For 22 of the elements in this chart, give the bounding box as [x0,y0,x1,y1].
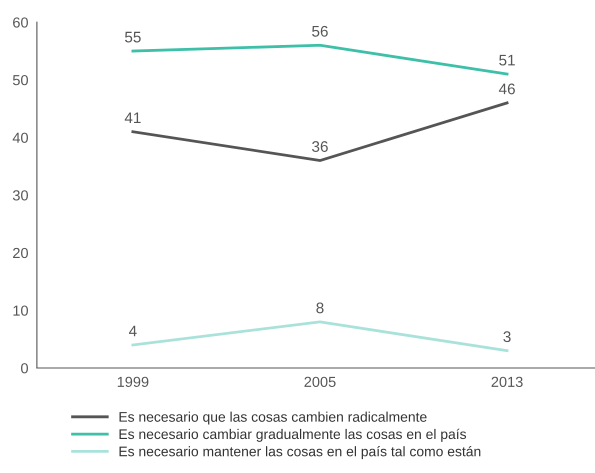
y-tick-label: 50 [12,74,28,86]
data-label: 8 [316,302,324,314]
y-tick-label: 40 [12,132,28,143]
y-tick-label: 10 [13,305,28,316]
y-tick-label: 30 [12,190,28,201]
data-label: 55 [124,32,141,42]
y-tick-label: 20 [13,248,28,258]
data-label: 56 [312,26,328,37]
x-tick-label: 2013 [492,376,523,388]
data-label: 41 [124,112,141,123]
data-label: 36 [312,141,328,152]
data-label: 4 [128,326,137,336]
legend-label: Es necesario que las cosas cambien radicalmente [120,412,427,425]
y-tick-label: 60 [13,17,28,28]
data-label: 3 [503,331,511,342]
x-tick-label: 1999 [118,376,148,388]
x-tick-label: 2005 [304,376,336,388]
y-tick-label: 0 [21,363,28,374]
data-label: 46 [498,84,515,94]
legend-label: Es necesario mantener las cosas en el país tal como están [120,446,480,460]
legend-label: Es necesario cambiar gradualmente las cosas en el país [120,428,466,442]
data-label: 51 [499,54,515,66]
